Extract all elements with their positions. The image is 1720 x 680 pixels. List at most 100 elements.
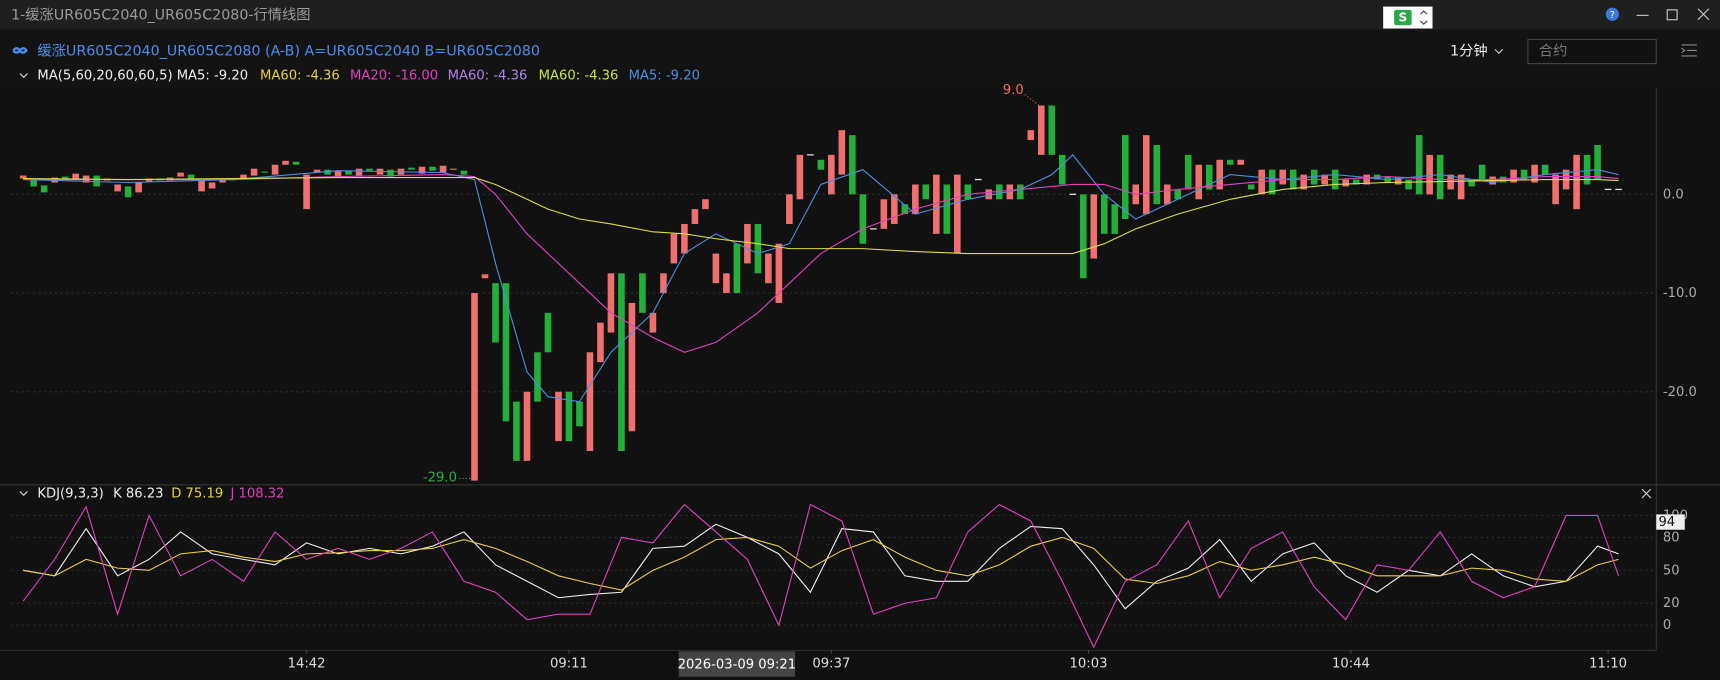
candle (418, 166, 426, 174)
ma-line (23, 154, 1619, 403)
candle (208, 182, 216, 189)
candle (30, 179, 37, 187)
candle (649, 312, 657, 333)
ma-title: MA(5,60,20,60,60,5) (37, 69, 172, 84)
candle (964, 184, 972, 200)
candle (565, 391, 573, 442)
candle (481, 274, 489, 279)
icon-letter[interactable]: S (1399, 11, 1408, 25)
candle (1268, 169, 1276, 195)
kdj-line (22, 503, 1620, 649)
candle (1499, 176, 1507, 183)
candle (586, 352, 594, 451)
annotation-label: -29.0 (423, 470, 457, 485)
candle (502, 283, 510, 422)
x-tick-label: 09:37 (812, 657, 850, 672)
x-tick-label: 10:03 (1070, 657, 1108, 672)
kdj-collapse[interactable] (19, 490, 28, 496)
app-icon[interactable]: S (1383, 6, 1433, 29)
help-glyph[interactable]: ? (1610, 10, 1615, 21)
candle (198, 180, 205, 192)
y-tick-label: 0.0 (1663, 187, 1684, 202)
crosshair-label: 2026-03-09 09:21 (678, 658, 797, 673)
kdj-close[interactable] (1641, 488, 1652, 499)
candle (1111, 204, 1119, 234)
candle (859, 194, 867, 244)
candle (1541, 164, 1549, 175)
candle (1205, 164, 1213, 190)
candle (534, 352, 541, 402)
candle (1447, 174, 1454, 190)
candle (880, 199, 888, 229)
candle (114, 184, 121, 192)
candle (1279, 169, 1286, 185)
candle (639, 273, 646, 313)
candle (628, 302, 636, 432)
candle (1342, 179, 1349, 187)
candle (765, 253, 772, 284)
candle (303, 174, 310, 210)
candle (219, 178, 226, 183)
candle (1552, 174, 1559, 205)
title-bar (0, 0, 1720, 30)
candle (282, 160, 289, 165)
candle (576, 401, 583, 427)
icon-arrows[interactable] (1420, 10, 1428, 25)
kdj-line (23, 536, 1619, 591)
candle (1247, 184, 1255, 190)
candle (681, 223, 688, 254)
candle (1394, 177, 1402, 185)
annotation-label: 9.0 (1003, 83, 1024, 98)
candle (61, 176, 69, 179)
help-button[interactable] (1605, 7, 1619, 21)
candle (1415, 135, 1423, 195)
candle (1573, 154, 1580, 210)
candle (1426, 154, 1433, 195)
search-placeholder[interactable]: 合约 (1539, 43, 1568, 60)
search-input[interactable] (1527, 38, 1657, 65)
y-tick-label: 0 (1663, 618, 1671, 633)
candle (124, 186, 132, 198)
candle (334, 170, 342, 177)
candle (1121, 135, 1129, 220)
candle (408, 167, 415, 170)
candle (1079, 194, 1087, 279)
kdj-legend-entry: D 75.19 (171, 487, 223, 502)
candle (1583, 154, 1591, 185)
candle (513, 401, 520, 461)
candle (429, 166, 436, 171)
candle (313, 169, 321, 173)
period-chevron[interactable] (1494, 48, 1504, 54)
candle (849, 135, 856, 195)
candle (1405, 179, 1412, 190)
x-tick-label: 14:42 (288, 657, 326, 672)
candle (1142, 135, 1150, 215)
candle (1184, 154, 1192, 190)
candle (912, 184, 919, 215)
candle (135, 182, 142, 193)
x-tick-label: 10:44 (1332, 657, 1370, 672)
ma-collapse[interactable] (19, 73, 28, 79)
candle (366, 168, 373, 171)
candle (933, 174, 940, 234)
settings-icon[interactable] (1681, 44, 1697, 57)
candle (607, 273, 615, 333)
period-selector[interactable]: 1分钟 (1450, 43, 1488, 60)
close-button[interactable] (1697, 8, 1710, 21)
kdj-line (23, 523, 1619, 610)
kdj-title: KDJ(9,3,3) (37, 487, 103, 502)
candle (19, 175, 27, 179)
icon-s[interactable] (1394, 9, 1412, 26)
candle (292, 161, 300, 165)
candle (439, 165, 447, 173)
candle (261, 171, 268, 173)
restore-button[interactable] (1666, 9, 1678, 21)
candle (786, 194, 793, 224)
y-tick-label: 50 (1663, 563, 1680, 578)
candle (1216, 159, 1224, 190)
candle (72, 173, 79, 179)
candle (387, 169, 394, 177)
candle (93, 175, 100, 187)
candle (943, 184, 951, 234)
